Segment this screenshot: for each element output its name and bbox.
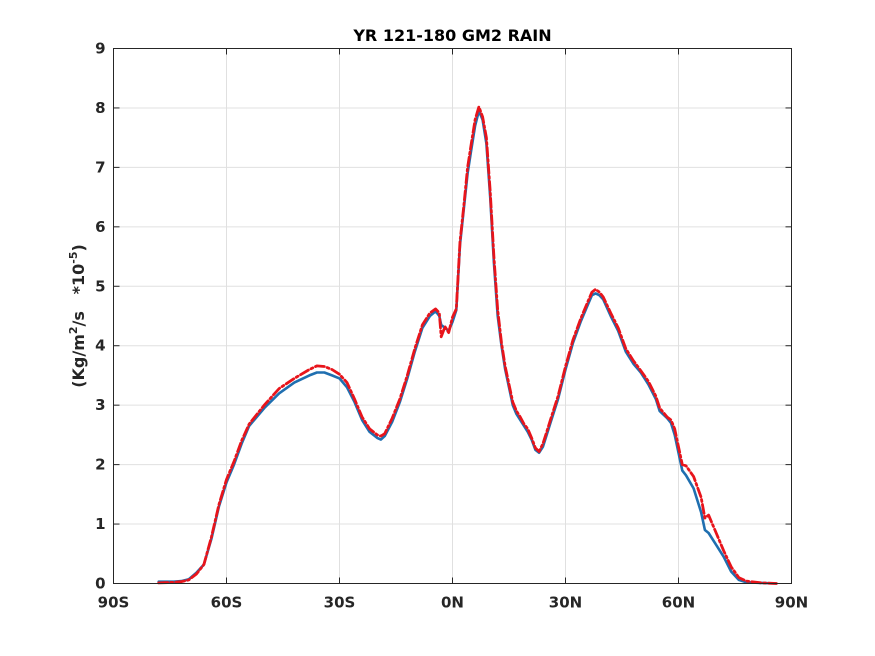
y-tick-label: 8 xyxy=(95,99,105,117)
x-tick-label: 60S xyxy=(211,594,243,612)
y-tick-label: 5 xyxy=(95,277,105,295)
series-line-2 xyxy=(157,105,778,585)
y-axis-label-mid: /s *10 xyxy=(69,264,88,327)
y-tick-label: 3 xyxy=(95,396,105,414)
y-axis-label-sup2: -5 xyxy=(67,252,80,264)
y-tick-label: 0 xyxy=(95,575,105,593)
y-tick-label: 2 xyxy=(95,456,105,474)
y-axis-label-sup1: 2 xyxy=(67,326,80,334)
x-tick-label: 90S xyxy=(98,594,130,612)
y-axis-label-main: (Kg/m xyxy=(69,334,88,388)
x-tick-label: 0N xyxy=(441,594,464,612)
y-tick-label: 4 xyxy=(95,337,105,355)
y-tick-label: 6 xyxy=(95,218,105,236)
y-axis-label-end: ) xyxy=(69,244,88,251)
x-tick-label: 60N xyxy=(662,594,695,612)
series-lines xyxy=(157,105,778,585)
y-axis-label: (Kg/m2/s *10-5) xyxy=(67,244,88,388)
y-tick-label: 9 xyxy=(95,40,105,58)
x-tick-label: 90N xyxy=(775,594,808,612)
axis-ticks: 90S 60S 30S 0N 30N 60N 90N 0 1 2 3 4 5 6 7 8 9 xyxy=(95,40,808,612)
y-tick-label: 1 xyxy=(95,515,105,533)
x-tick-label: 30S xyxy=(324,594,356,612)
y-tick-label: 7 xyxy=(95,158,105,176)
x-tick-label: 30N xyxy=(549,594,582,612)
chart-title: YR 121-180 GM2 RAIN xyxy=(352,26,551,45)
